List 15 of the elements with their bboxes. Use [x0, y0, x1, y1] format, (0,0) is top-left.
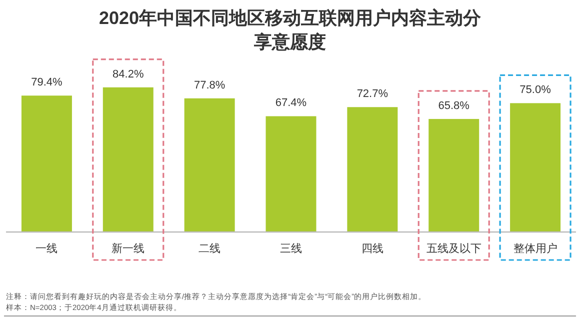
x-tick-label: 一线	[36, 242, 58, 255]
x-tick-label: 五线及以下	[426, 242, 482, 255]
data-label: 77.8%	[194, 79, 226, 92]
x-tick-label: 四线	[361, 242, 384, 255]
data-label: 79.4%	[31, 76, 63, 89]
x-tick-label: 新一线	[112, 242, 145, 255]
data-label: 72.7%	[356, 88, 388, 100]
data-label: 67.4%	[275, 97, 307, 110]
chart-title: 2020年中国不同地区移动互联网用户内容主动分享意愿度	[98, 7, 482, 54]
x-tick-label: 整体用户	[513, 242, 558, 255]
x-tick-label: 三线	[280, 242, 302, 255]
x-tick-label: 二线	[198, 242, 221, 255]
data-label: 75.0%	[520, 84, 552, 96]
data-label: 84.2%	[112, 68, 144, 80]
data-label: 65.8%	[438, 100, 470, 112]
